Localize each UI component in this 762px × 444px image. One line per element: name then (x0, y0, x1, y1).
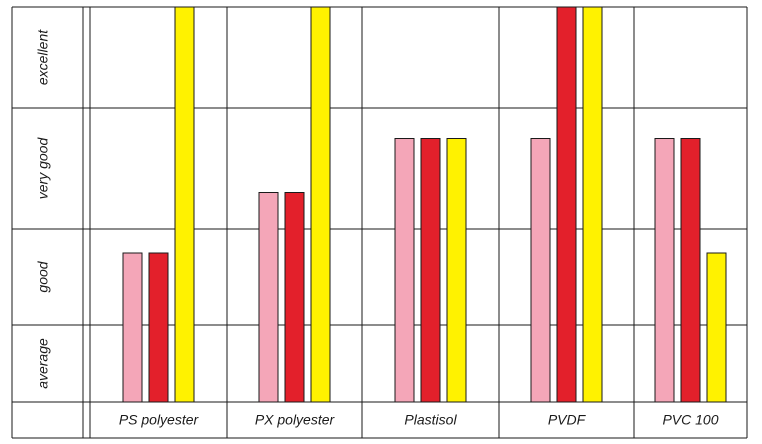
bar-4-series-1 (530, 137, 551, 403)
category-label-5: PVC 100 (662, 412, 718, 428)
bar-4-series-2 (556, 6, 577, 403)
bar-5-series-2 (680, 137, 701, 403)
bar-3-series-1 (394, 137, 415, 403)
bar-2-series-1 (258, 192, 279, 403)
bar-1-series-3 (174, 6, 195, 403)
bar-3-series-2 (420, 137, 441, 403)
y-level-label-good: good (35, 260, 51, 292)
grid (11, 6, 748, 439)
y-level-label-excellent: excellent (35, 29, 51, 85)
bar-2-series-3 (310, 6, 331, 403)
bar-5-series-1 (654, 137, 675, 403)
labels: average good very good excellent PS polyeste… (35, 29, 719, 428)
bar-1-series-2 (148, 252, 169, 403)
category-label-4: PVDF (548, 412, 587, 428)
y-level-label-average: average (35, 338, 51, 389)
y-level-label-very-good: very good (35, 137, 51, 200)
bar-5-series-3 (706, 252, 727, 403)
bar-2-series-2 (284, 192, 305, 403)
category-label-1: PS polyester (119, 412, 200, 428)
bar-1-series-1 (122, 252, 143, 403)
category-label-2: PX polyester (255, 412, 336, 428)
bar-3-series-3 (446, 137, 467, 403)
bars (122, 6, 727, 403)
category-label-3: Plastisol (404, 412, 457, 428)
bar-4-series-3 (582, 6, 603, 403)
